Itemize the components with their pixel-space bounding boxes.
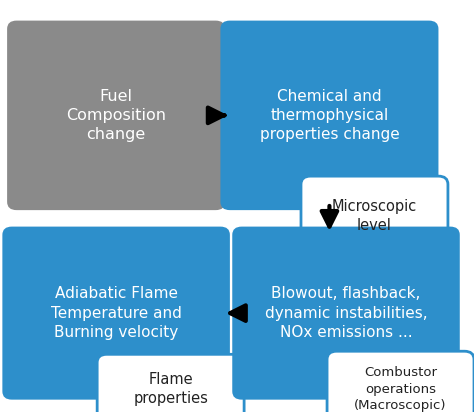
- FancyBboxPatch shape: [97, 354, 244, 412]
- Text: Adiabatic Flame
Temperature and
Burning velocity: Adiabatic Flame Temperature and Burning …: [51, 286, 182, 340]
- FancyBboxPatch shape: [220, 21, 438, 210]
- Text: Blowout, flashback,
dynamic instabilities,
NOx emissions ...: Blowout, flashback, dynamic instabilitie…: [264, 286, 428, 340]
- Text: Combustor
operations
(Macroscopic): Combustor operations (Macroscopic): [354, 366, 447, 412]
- FancyBboxPatch shape: [7, 21, 225, 210]
- Text: Flame
properties: Flame properties: [133, 372, 208, 407]
- FancyBboxPatch shape: [2, 227, 230, 400]
- FancyBboxPatch shape: [327, 351, 474, 412]
- FancyBboxPatch shape: [232, 227, 460, 400]
- Text: Fuel
Composition
change: Fuel Composition change: [66, 89, 166, 142]
- Text: Microscopic
level: Microscopic level: [332, 199, 417, 234]
- Text: Chemical and
thermophysical
properties change: Chemical and thermophysical properties c…: [260, 89, 399, 142]
- FancyBboxPatch shape: [301, 176, 448, 256]
